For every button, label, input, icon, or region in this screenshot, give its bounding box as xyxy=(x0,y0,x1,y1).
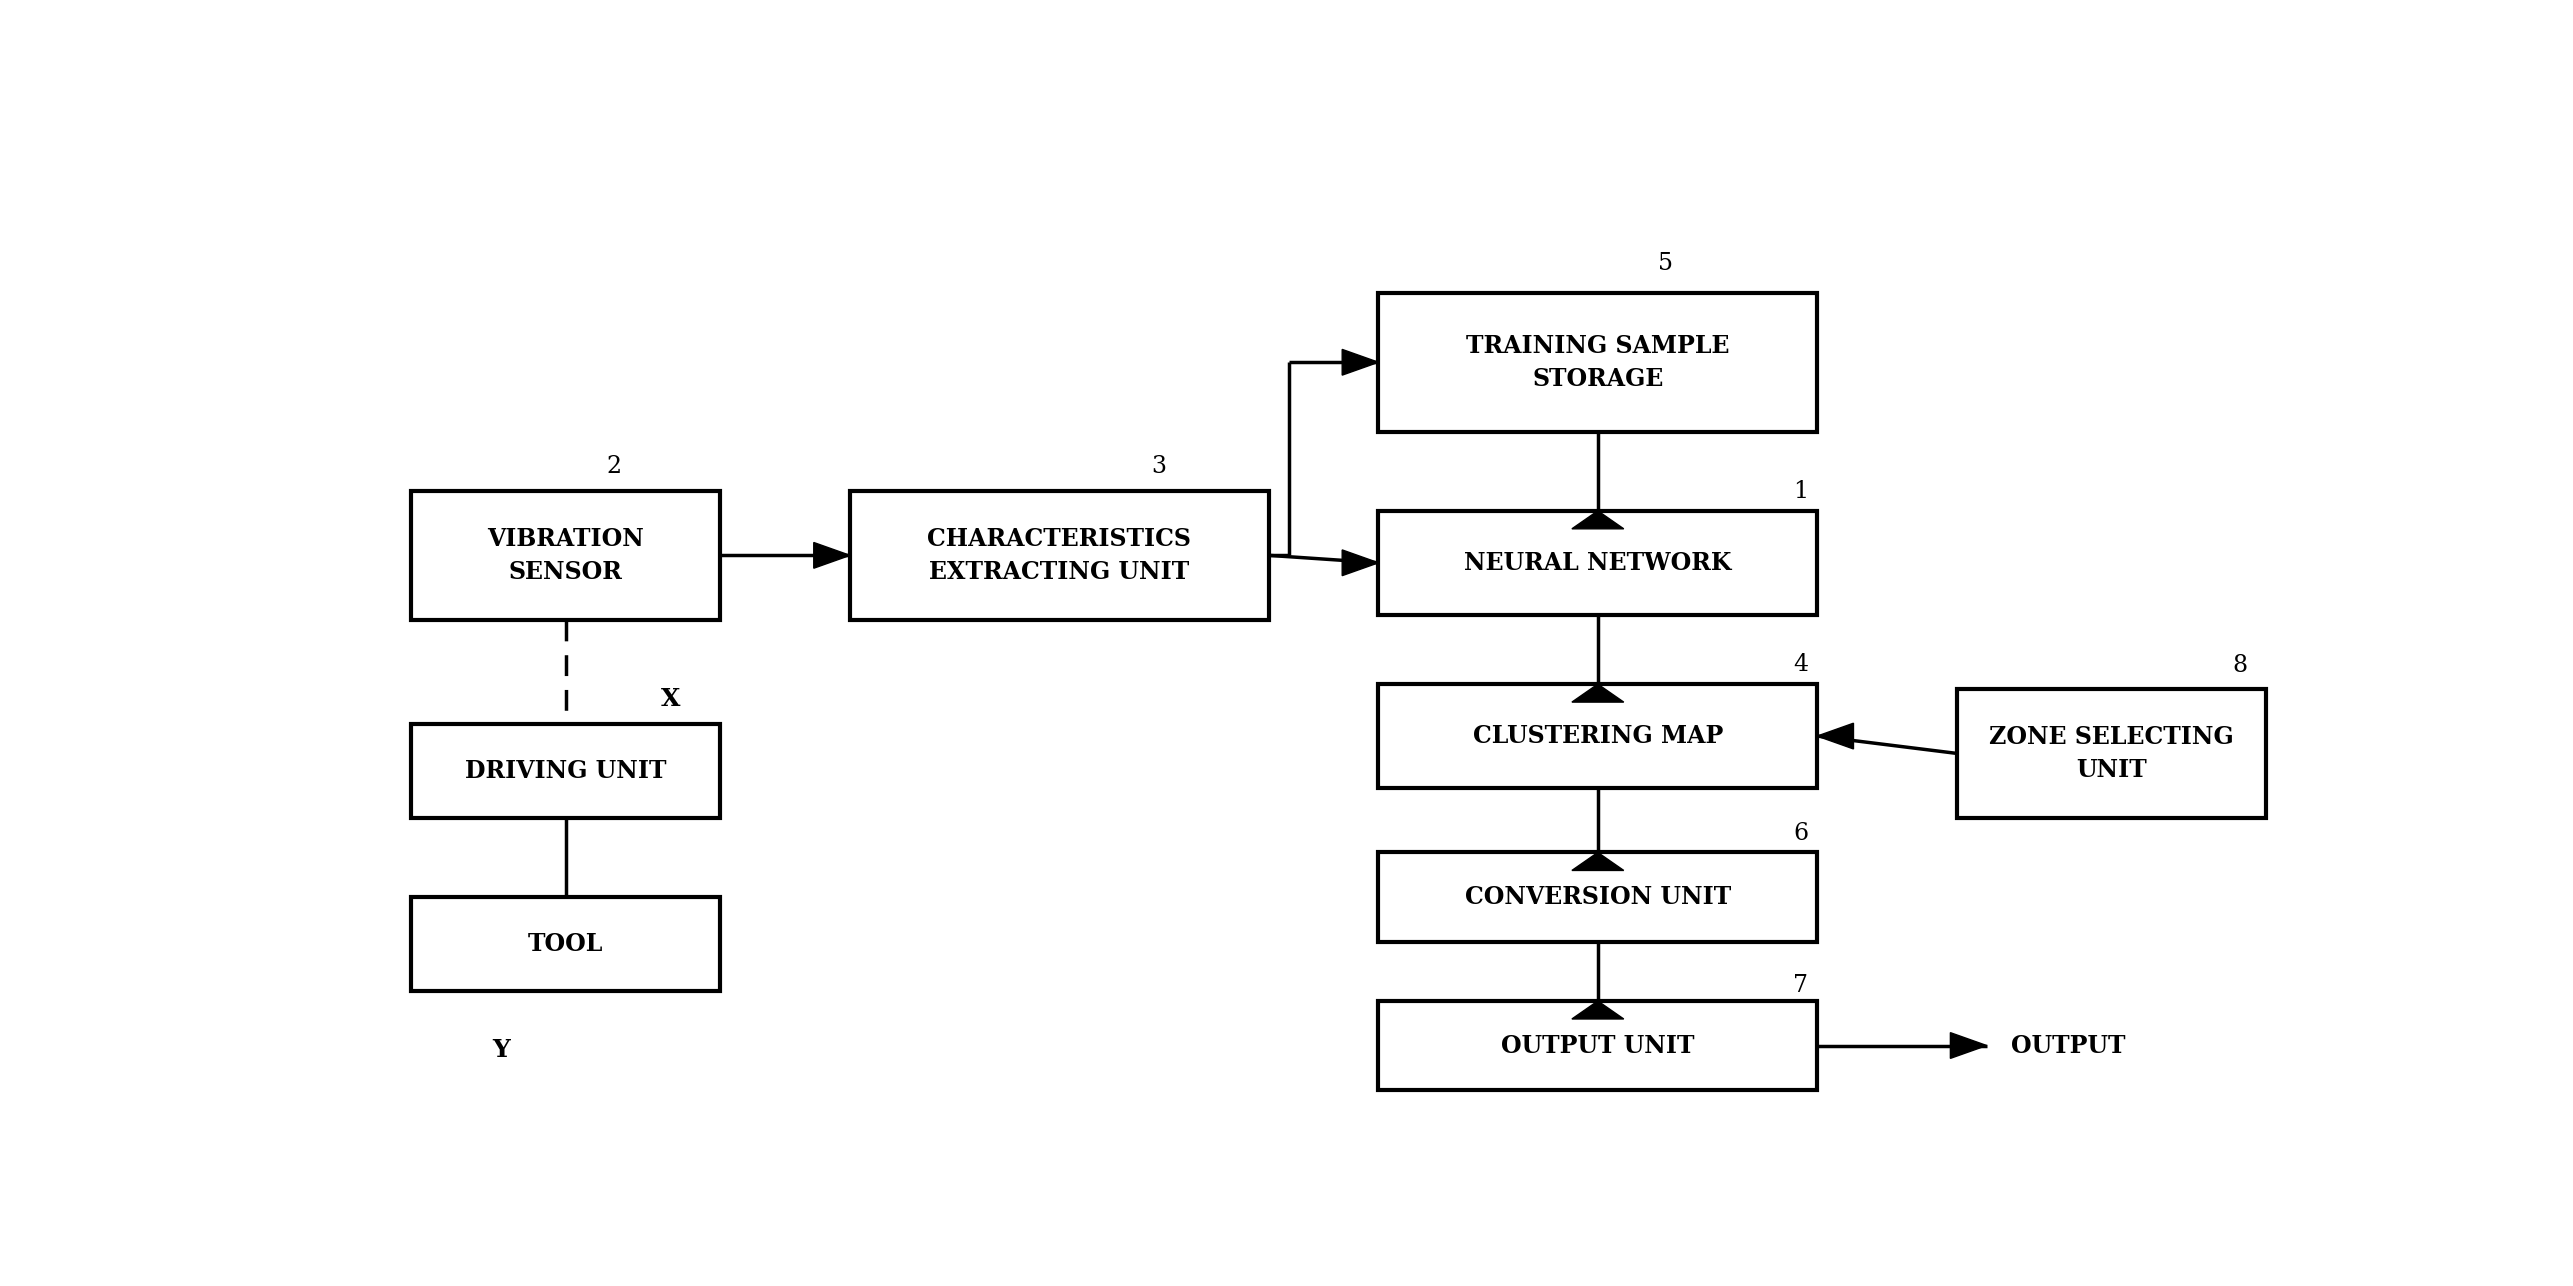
Bar xyxy=(412,491,720,620)
Text: 7: 7 xyxy=(1793,974,1809,997)
Bar xyxy=(412,898,720,992)
Text: 1: 1 xyxy=(1793,480,1809,503)
Bar xyxy=(1379,853,1817,941)
Polygon shape xyxy=(1950,1033,1986,1058)
Polygon shape xyxy=(1572,853,1624,871)
Text: ZONE SELECTING
UNIT: ZONE SELECTING UNIT xyxy=(1989,724,2233,782)
Text: CONVERSION UNIT: CONVERSION UNIT xyxy=(1464,885,1732,909)
Text: NEURAL NETWORK: NEURAL NETWORK xyxy=(1464,550,1732,575)
Text: 3: 3 xyxy=(1150,455,1166,478)
Polygon shape xyxy=(1572,1001,1624,1019)
Text: X: X xyxy=(661,687,679,711)
Text: 6: 6 xyxy=(1793,823,1809,845)
Polygon shape xyxy=(1817,723,1853,748)
Text: 8: 8 xyxy=(2231,655,2246,678)
Text: VIBRATION
SENSOR: VIBRATION SENSOR xyxy=(486,526,643,584)
Text: CHARACTERISTICS
EXTRACTING UNIT: CHARACTERISTICS EXTRACTING UNIT xyxy=(926,526,1191,584)
Text: 2: 2 xyxy=(607,455,623,478)
Text: CLUSTERING MAP: CLUSTERING MAP xyxy=(1472,724,1724,748)
Text: Y: Y xyxy=(491,1039,509,1062)
Bar xyxy=(1379,1001,1817,1091)
Polygon shape xyxy=(1572,684,1624,702)
Text: OUTPUT: OUTPUT xyxy=(2010,1034,2125,1057)
Text: 4: 4 xyxy=(1793,653,1809,676)
Bar xyxy=(1379,293,1817,432)
Bar xyxy=(412,724,720,818)
Text: TOOL: TOOL xyxy=(527,932,605,955)
Text: TRAINING SAMPLE
STORAGE: TRAINING SAMPLE STORAGE xyxy=(1467,333,1729,391)
Bar xyxy=(849,491,1268,620)
Text: OUTPUT UNIT: OUTPUT UNIT xyxy=(1500,1034,1696,1057)
Polygon shape xyxy=(1572,511,1624,529)
Polygon shape xyxy=(1343,550,1379,576)
Bar xyxy=(1379,684,1817,788)
Bar xyxy=(1379,511,1817,615)
Bar xyxy=(1958,689,2267,818)
Polygon shape xyxy=(1343,350,1379,376)
Text: DRIVING UNIT: DRIVING UNIT xyxy=(466,759,666,783)
Polygon shape xyxy=(813,543,849,568)
Text: 5: 5 xyxy=(1657,252,1672,275)
